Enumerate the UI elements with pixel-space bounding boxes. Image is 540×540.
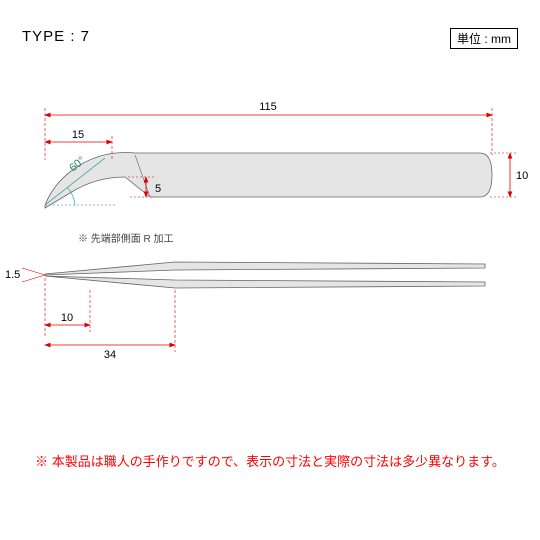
dim-thickness: 1.5	[5, 269, 20, 281]
dim-10-text: 10	[516, 170, 528, 182]
dim-top10-text: 10	[61, 312, 73, 324]
dim-top-34: 34	[45, 290, 175, 361]
dim-5-text: 5	[155, 183, 161, 195]
dim-handle-10: 10	[490, 153, 528, 197]
tip-note: ※ 先端部側面 R 加工	[78, 230, 174, 245]
top-view	[22, 262, 485, 288]
dim-15-text: 15	[72, 129, 84, 141]
side-view	[45, 153, 492, 209]
disclaimer-text: ※ 本製品は職人の手作りですので、表示の寸法と実際の寸法は多少異なります。	[0, 451, 540, 470]
dim-115-text: 115	[259, 101, 277, 113]
dim-top-10: 10	[45, 278, 90, 338]
dim-1p5-text: 1.5	[5, 269, 20, 281]
dim-34-text: 34	[104, 349, 116, 361]
